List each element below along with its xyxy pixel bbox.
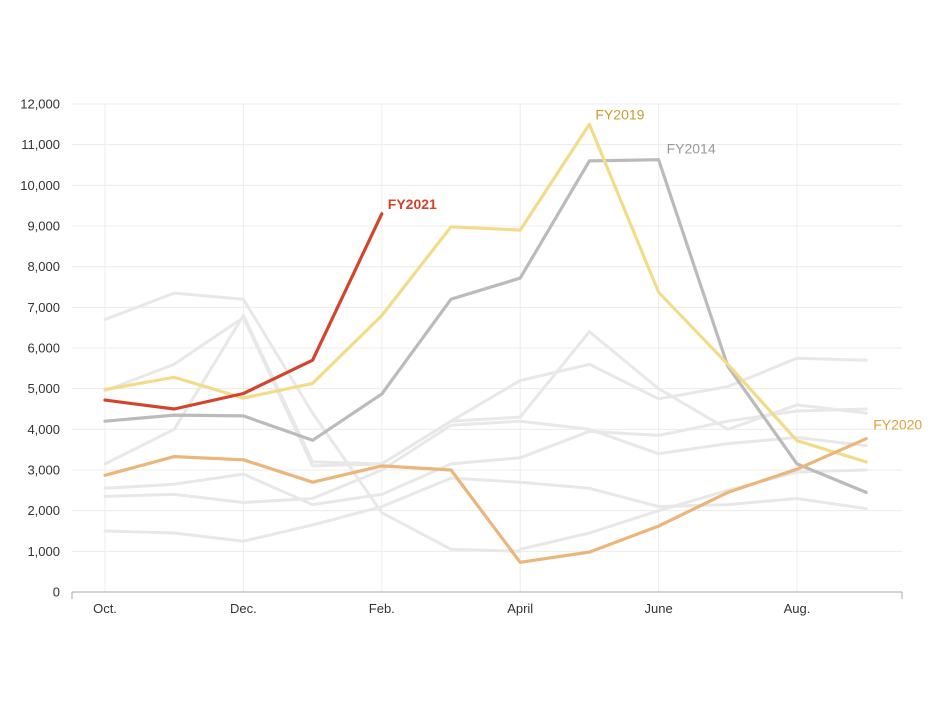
series-line-fy2021 [103, 212, 384, 411]
y-tick-label: 1,000 [27, 544, 60, 559]
x-tick-label: Dec. [230, 601, 257, 616]
x-tick-label: Aug. [784, 601, 811, 616]
series-labels: FY2021 FY2019 FY2014 FY2020 [388, 106, 923, 432]
x-tick-label: Oct. [93, 601, 117, 616]
axes: 0 1,000 2,000 3,000 4,000 5,000 6,000 7,000 8,00… [20, 97, 903, 616]
series-lines [103, 122, 868, 564]
series-line-fy2014 [103, 158, 868, 494]
y-tick-label: 7,000 [27, 300, 60, 315]
series-label-fy2021: FY2021 [388, 196, 437, 212]
y-tick-label: 5,000 [27, 381, 60, 396]
y-tick-label: 12,000 [20, 97, 60, 112]
y-tick-label: 2,000 [27, 503, 60, 518]
y-tick-label: 0 [53, 585, 60, 600]
y-tick-label: 4,000 [27, 422, 60, 437]
series-line-background-0 [103, 291, 522, 553]
series-label-fy2020: FY2020 [873, 417, 922, 433]
series-line-background-5 [103, 476, 868, 543]
x-tick-label: April [507, 601, 533, 616]
y-tick-label: 3,000 [27, 463, 60, 478]
y-tick-label: 9,000 [27, 219, 60, 234]
x-tick-label: Feb. [369, 601, 395, 616]
series-line-background-6 [518, 468, 868, 551]
y-tick-label: 11,000 [21, 137, 60, 152]
y-tick-label: 8,000 [27, 259, 60, 274]
y-tick-label: 10,000 [20, 178, 60, 193]
x-tick-label: June [644, 601, 672, 616]
grid [72, 103, 902, 592]
series-line-background-2 [103, 419, 868, 504]
y-tick-label: 6,000 [27, 341, 60, 356]
series-line-fy2019 [103, 122, 868, 464]
series-line-fy2020 [103, 437, 868, 564]
series-label-fy2014: FY2014 [667, 141, 716, 157]
series-label-fy2019: FY2019 [595, 106, 644, 122]
series-line-background-1 [103, 314, 868, 466]
series-line-background-3 [103, 407, 868, 507]
